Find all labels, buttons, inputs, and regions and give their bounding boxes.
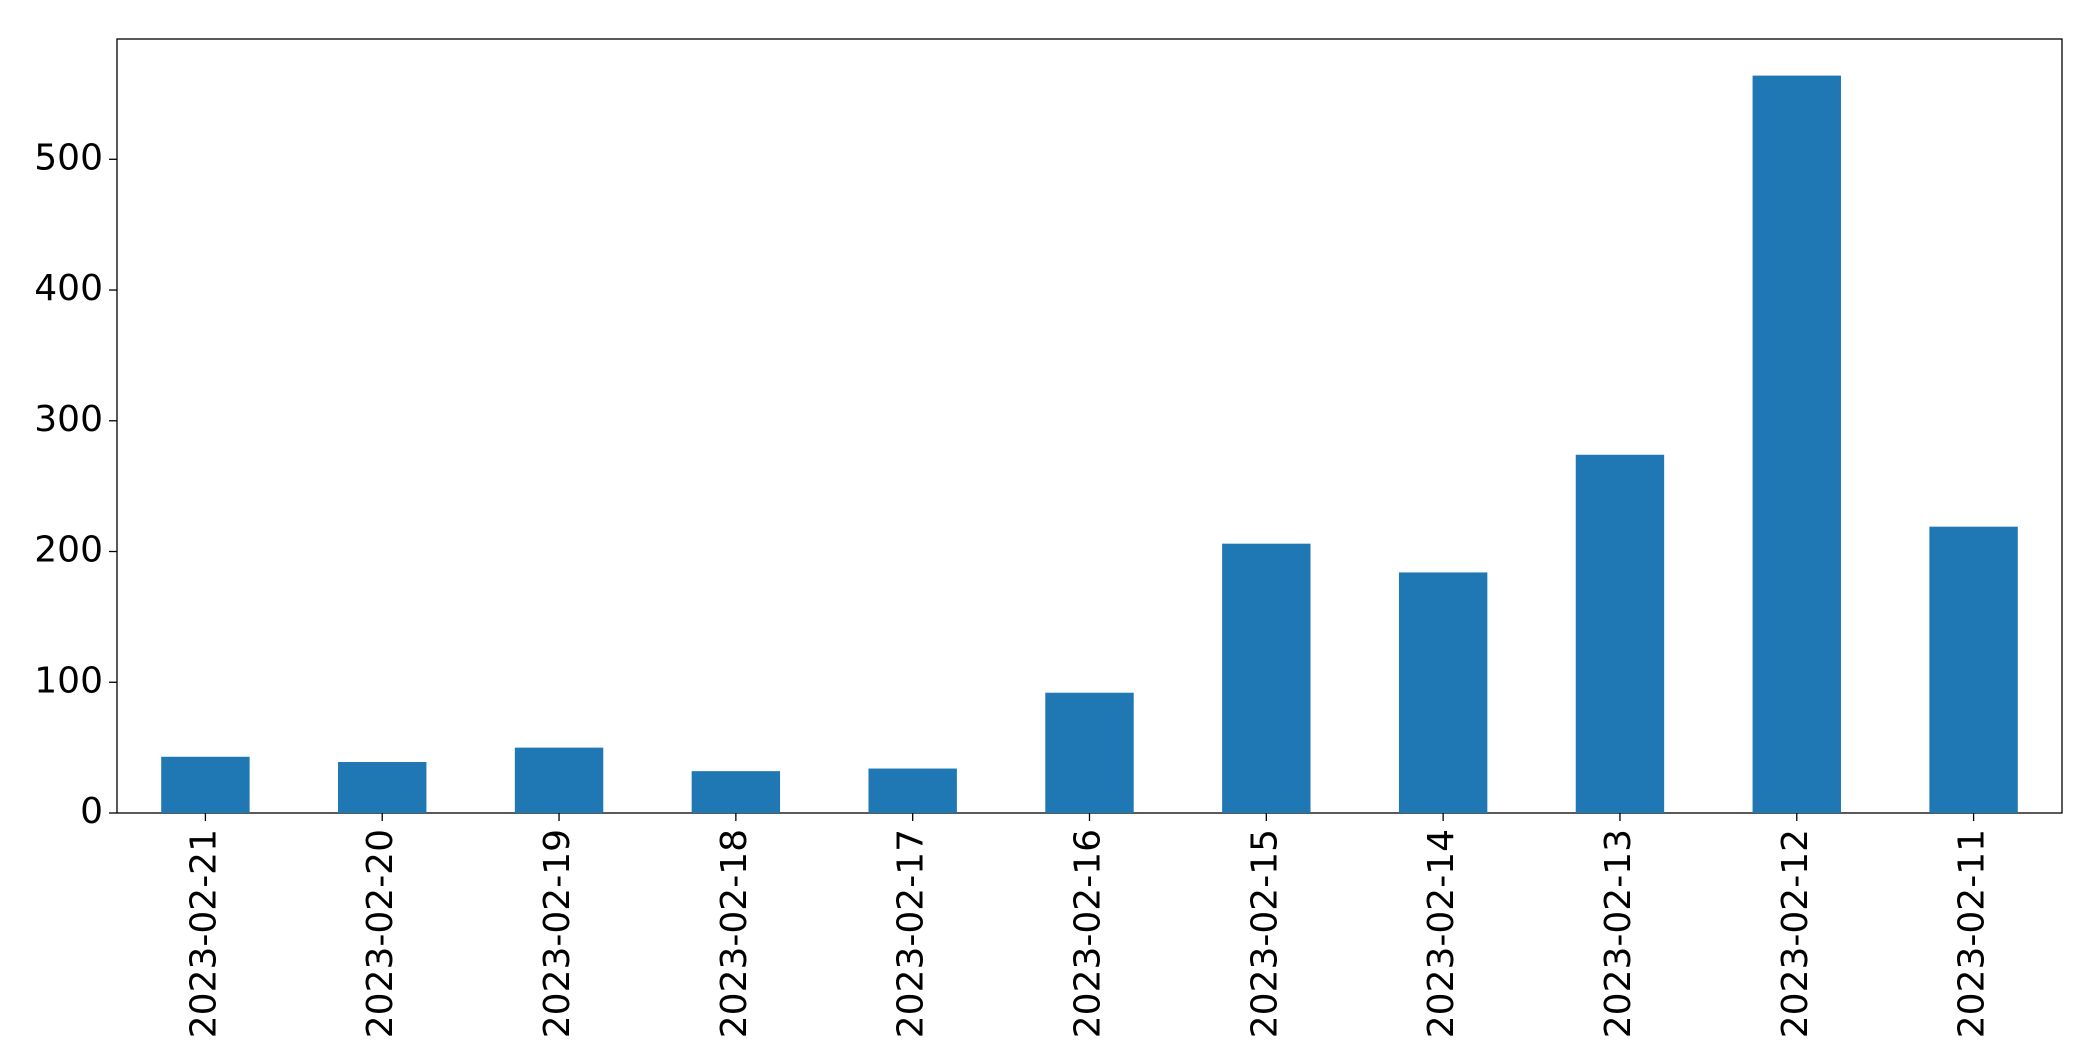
bar [161, 756, 250, 813]
x-tick-label: 2023-02-14 [1421, 829, 1462, 1038]
y-tick-label: 100 [34, 660, 103, 701]
x-tick-label: 2023-02-21 [183, 829, 224, 1038]
x-tick-label: 2023-02-18 [714, 829, 755, 1038]
bar [691, 771, 781, 813]
x-tick-label: 2023-02-19 [537, 829, 578, 1038]
x-tick-label: 2023-02-17 [891, 829, 932, 1038]
y-tick-label: 400 [34, 268, 103, 309]
x-tick-label: 2023-02-12 [1775, 829, 1816, 1038]
y-tick-label: 300 [34, 399, 103, 440]
y-tick-label: 500 [34, 137, 103, 178]
bar [1929, 526, 2018, 813]
x-tick-label: 2023-02-16 [1068, 829, 1109, 1038]
bar [1575, 454, 1665, 813]
bar [514, 747, 604, 813]
bar [1222, 543, 1311, 813]
x-tick-label: 2023-02-20 [360, 829, 401, 1038]
y-tick-label: 0 [80, 791, 103, 832]
bar [868, 768, 957, 813]
bar [1398, 572, 1488, 813]
bar [1752, 75, 1841, 814]
x-tick-label: 2023-02-15 [1244, 829, 1285, 1038]
x-tick-label: 2023-02-11 [1952, 829, 1993, 1038]
x-tick-label: 2023-02-13 [1598, 829, 1639, 1038]
bar [338, 762, 427, 813]
bar [1045, 692, 1134, 813]
y-tick-label: 200 [34, 530, 103, 571]
